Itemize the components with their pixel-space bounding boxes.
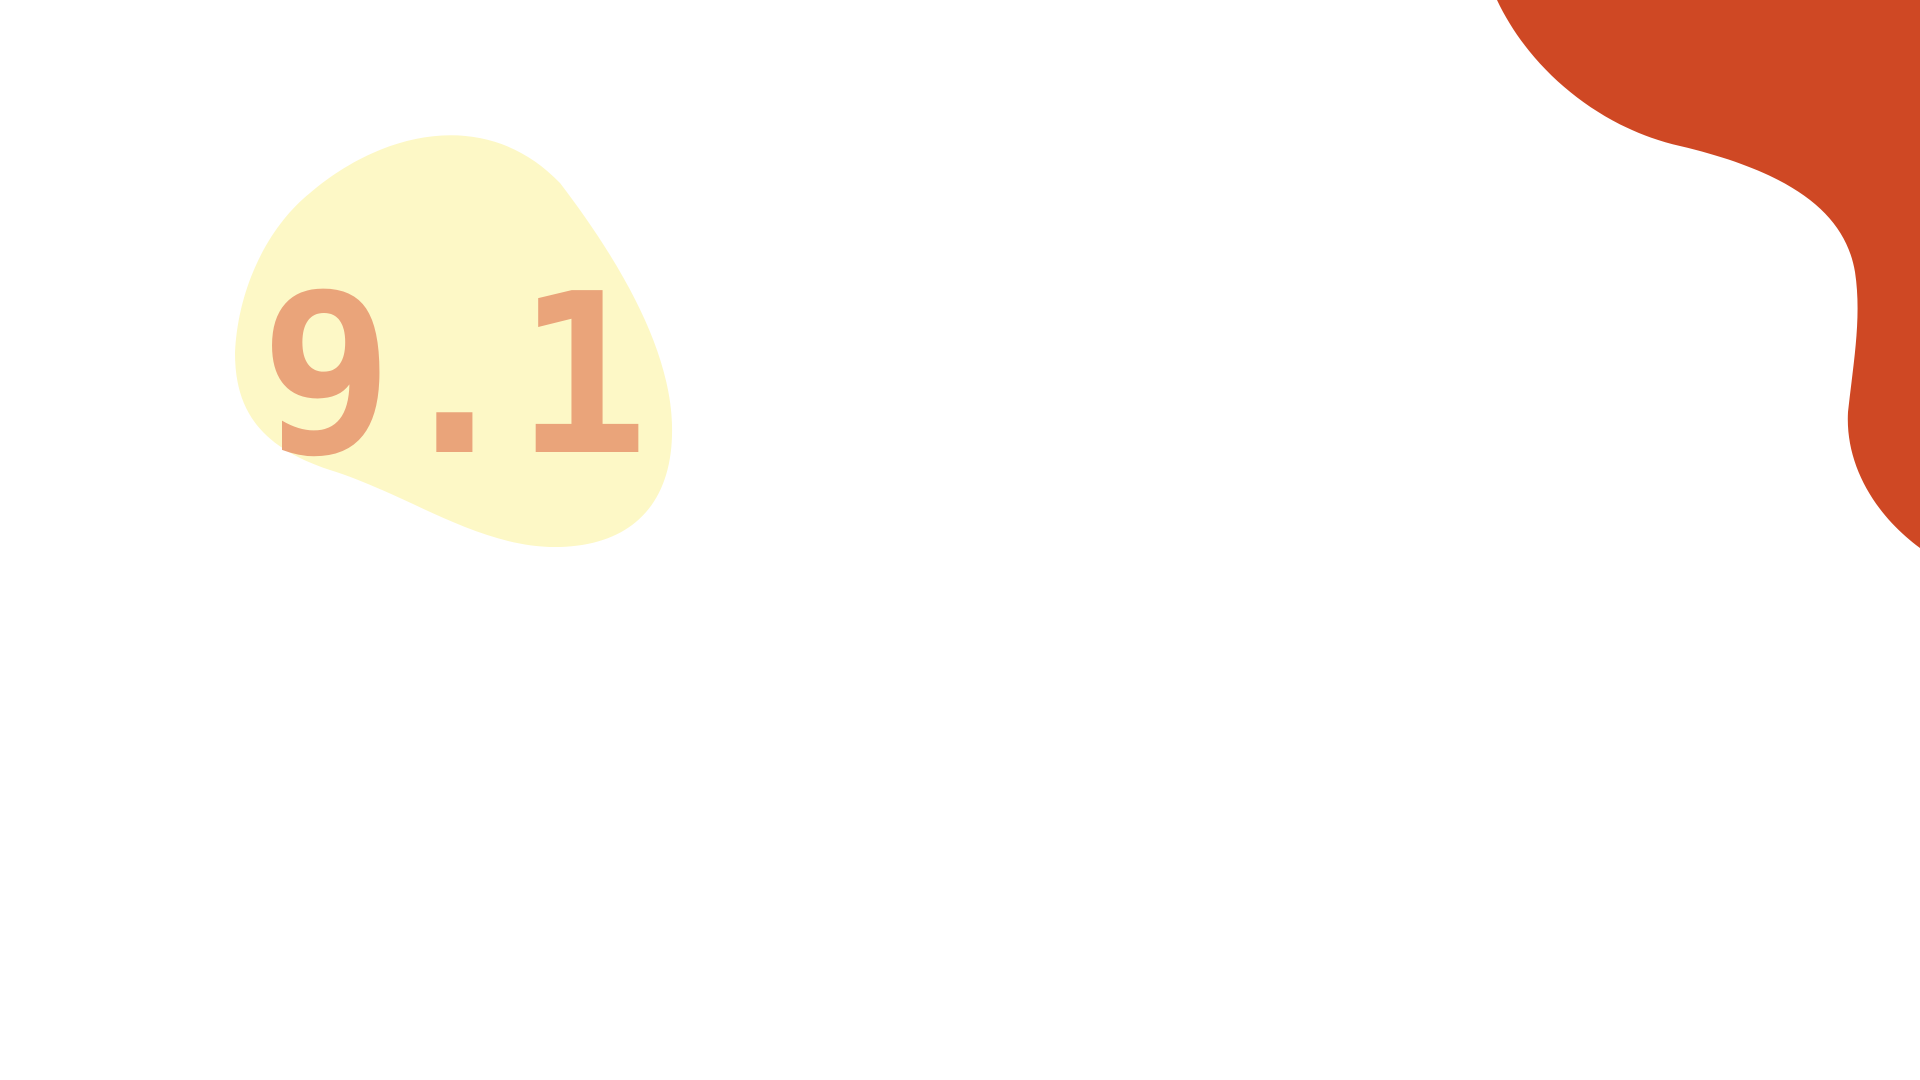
section-number: 9.1 [260, 247, 649, 505]
red-blob-shape [1497, 0, 1920, 548]
section-badge: 9.1 [230, 125, 675, 550]
yellow-blob-shape [235, 135, 673, 548]
